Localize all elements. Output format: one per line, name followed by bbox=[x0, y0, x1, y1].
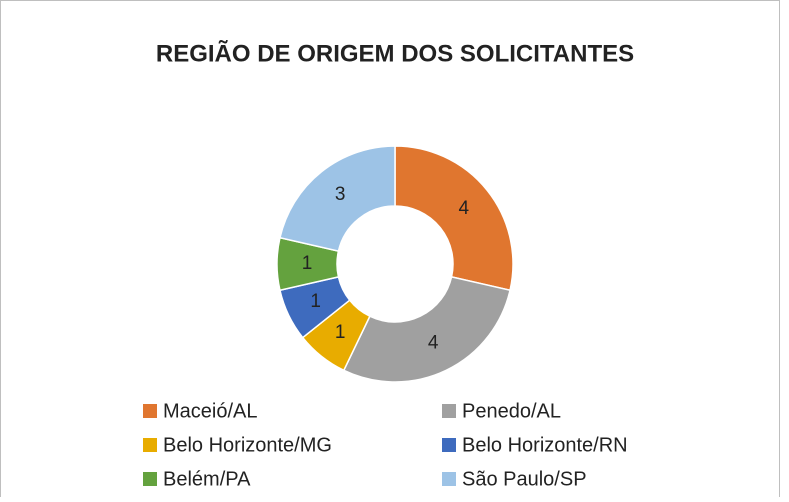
data-label: 1 bbox=[310, 291, 321, 312]
data-label: 4 bbox=[428, 332, 439, 353]
slice bbox=[342, 276, 511, 383]
slice bbox=[394, 145, 514, 292]
legend-swatch bbox=[442, 438, 456, 452]
data-label: 1 bbox=[335, 322, 346, 343]
chart-title: REGIÃO DE ORIGEM DOS SOLICITANTES bbox=[156, 39, 634, 67]
data-label: 4 bbox=[459, 198, 470, 219]
legend-label: Maceió/AL bbox=[163, 400, 258, 422]
legend-label: Belo Horizonte/MG bbox=[163, 434, 332, 456]
legend-swatch bbox=[143, 438, 157, 452]
legend-swatch bbox=[442, 472, 456, 486]
legend-swatch bbox=[442, 404, 456, 418]
legend-label: Belém/PA bbox=[163, 468, 251, 490]
legend-swatch bbox=[143, 404, 157, 418]
chart-border bbox=[0, 0, 780, 497]
data-label: 1 bbox=[302, 253, 313, 274]
legend-label: São Paulo/SP bbox=[462, 468, 587, 490]
slice bbox=[279, 145, 396, 252]
data-label: 3 bbox=[335, 184, 346, 205]
legend-swatch bbox=[143, 472, 157, 486]
legend-label: Penedo/AL bbox=[462, 400, 561, 422]
legend-label: Belo Horizonte/RN bbox=[462, 434, 628, 456]
